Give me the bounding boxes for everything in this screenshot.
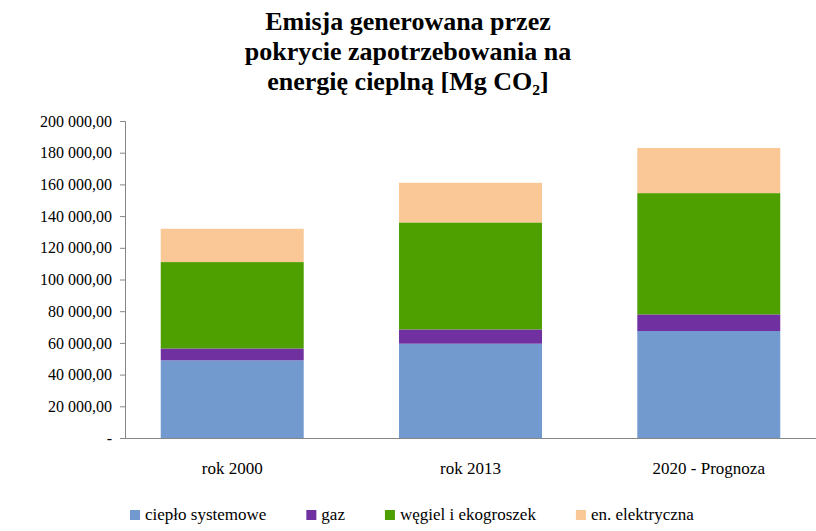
tick-label: 180 000,00 — [40, 144, 112, 161]
bar — [161, 360, 304, 438]
tick-mark — [120, 438, 125, 439]
tick-mark — [120, 311, 125, 312]
tick-mark — [120, 184, 125, 185]
tick: rok 2013 — [440, 438, 501, 478]
tick: 200 000,00 — [40, 113, 125, 130]
bars — [161, 148, 781, 438]
tick: 20 000,00 — [48, 398, 125, 415]
legend-label: ciepło systemowe — [145, 505, 266, 524]
tick: 140 000,00 — [40, 208, 125, 225]
tick-mark — [120, 343, 125, 344]
tick: 80 000,00 — [48, 303, 125, 320]
tick-label: 140 000,00 — [40, 208, 112, 225]
chart: Emisja generowana przezpokrycie zapotrze… — [0, 0, 816, 531]
axis-line — [126, 438, 816, 439]
bar — [399, 329, 542, 343]
tick-mark — [120, 280, 125, 281]
legend-item: węgiel i ekogroszek — [385, 505, 536, 524]
tick: 160 000,00 — [40, 176, 125, 193]
tick-mark — [120, 216, 125, 217]
bar — [399, 222, 542, 329]
tick: 120 000,00 — [40, 239, 125, 256]
tick-label: rok 2000 — [202, 459, 263, 478]
legend-swatch — [576, 510, 586, 520]
tick: 2020 - Prognoza — [653, 438, 766, 478]
tick-label: 100 000,00 — [40, 271, 112, 288]
tick-label: rok 2013 — [440, 459, 501, 478]
tick-mark — [120, 406, 125, 407]
title: Emisja generowana przezpokrycie zapotrze… — [245, 7, 571, 96]
legend-item: en. elektryczna — [576, 505, 694, 524]
legend-label: gaz — [321, 505, 345, 524]
legend-swatch — [130, 510, 140, 520]
tick: rok 2000 — [202, 438, 263, 478]
axis-line — [120, 122, 126, 439]
tick-label: 120 000,00 — [40, 239, 112, 256]
tick-label: - — [107, 430, 112, 447]
bar — [637, 193, 780, 314]
tick-mark — [120, 153, 125, 154]
tick-mark — [120, 248, 125, 249]
y-axis: - 20 000,00 40 000,00 60 000,00 80 000,00 100… — [40, 113, 126, 447]
bar — [161, 262, 304, 348]
legend-swatch — [306, 510, 316, 520]
tick-label: 60 000,00 — [48, 335, 112, 352]
tick-mark — [120, 375, 125, 376]
tick-label: 20 000,00 — [48, 398, 112, 415]
tick: 60 000,00 — [48, 335, 125, 352]
legend: ciepło systemowe gaz węgiel i ekogroszek en… — [130, 505, 694, 524]
tick-label: 200 000,00 — [40, 113, 112, 130]
bar — [399, 183, 542, 223]
tick-label: 160 000,00 — [40, 176, 112, 193]
legend-item: ciepło systemowe — [130, 505, 266, 524]
tick: 100 000,00 — [40, 271, 125, 288]
legend-label: węgiel i ekogroszek — [400, 505, 536, 524]
tick: - — [107, 430, 125, 447]
bar — [161, 229, 304, 262]
legend-label: en. elektryczna — [591, 505, 694, 524]
x-axis: rok 2000 rok 2013 2020 - Prognoza — [126, 438, 816, 478]
tick: 40 000,00 — [48, 366, 125, 383]
legend-item: gaz — [306, 505, 345, 524]
tick-mark — [120, 121, 125, 122]
bar — [637, 314, 780, 331]
tick-label: 80 000,00 — [48, 303, 112, 320]
tick-label: 2020 - Prognoza — [653, 459, 766, 478]
series — [161, 148, 781, 262]
bar — [637, 331, 780, 438]
bar — [399, 344, 542, 438]
legend-swatch — [385, 510, 395, 520]
tick-label: 40 000,00 — [48, 366, 112, 383]
bar — [161, 348, 304, 360]
tick: 180 000,00 — [40, 144, 125, 161]
bar — [637, 148, 780, 193]
